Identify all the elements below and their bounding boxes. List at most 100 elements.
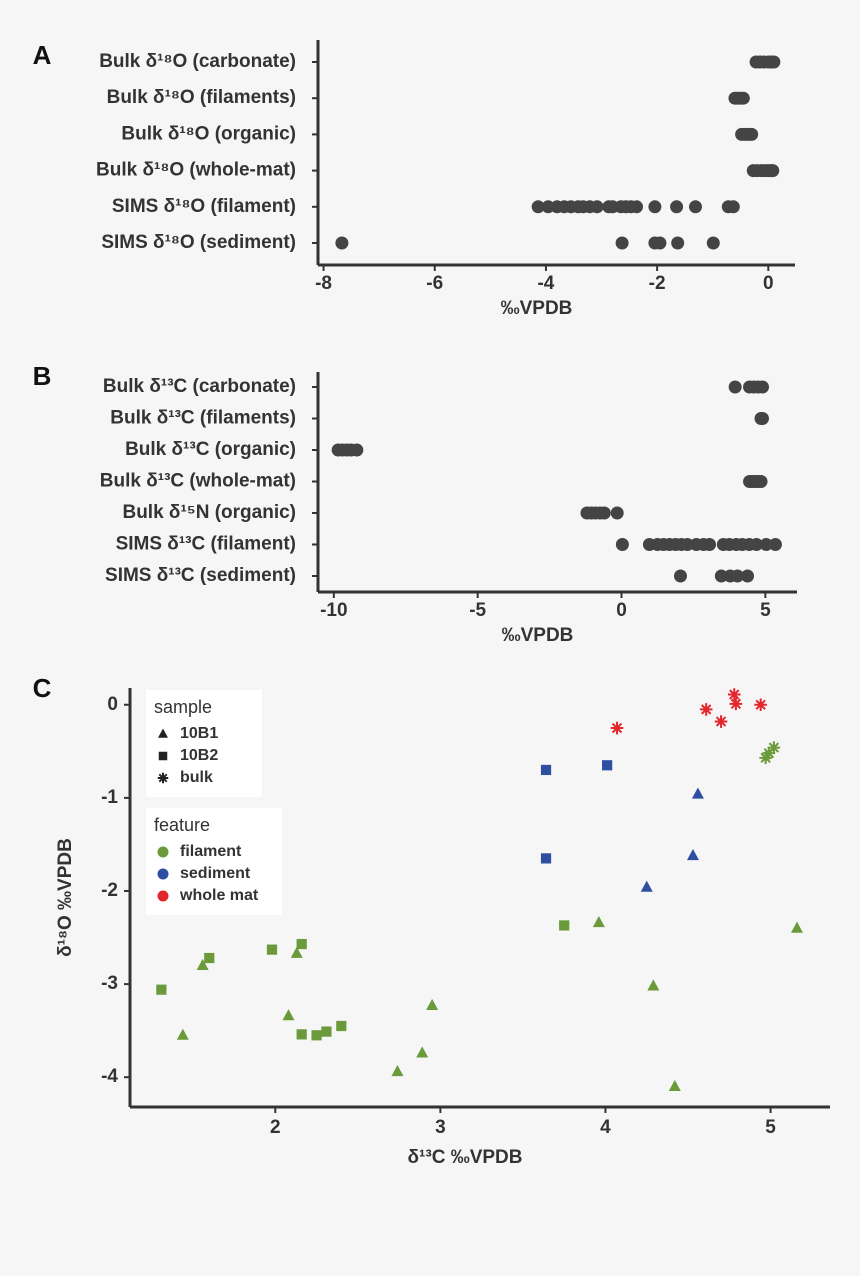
point-square — [158, 751, 168, 761]
point-triangle — [391, 1065, 404, 1077]
point-square — [156, 984, 167, 995]
point-triangle — [196, 958, 209, 970]
legend-title: sample — [154, 697, 212, 717]
category-label: Bulk δ¹³C (carbonate) — [103, 376, 296, 397]
dot — [768, 538, 782, 551]
dot — [671, 236, 685, 250]
dot — [755, 380, 769, 394]
legend-label: filament — [180, 843, 242, 860]
dot — [615, 538, 629, 551]
x-tick-label: -2 — [649, 273, 666, 294]
point-triangle — [158, 728, 168, 738]
point-asterisk — [754, 698, 767, 712]
legend-swatch — [157, 846, 169, 858]
x-tick-label: 0 — [616, 600, 627, 621]
dot — [706, 236, 720, 250]
dot — [670, 200, 684, 214]
x-tick-label: -5 — [469, 600, 486, 621]
point-asterisk — [714, 715, 728, 728]
x-tick-label: -8 — [315, 273, 332, 294]
point-triangle — [176, 1028, 189, 1040]
dot — [653, 236, 667, 250]
category-label: SIMS δ¹⁸O (sediment) — [101, 232, 296, 253]
point-square — [540, 764, 552, 776]
panel-label: A — [33, 40, 52, 70]
point-square — [540, 853, 552, 864]
point-triangle — [290, 946, 303, 958]
y-tick-label: -1 — [101, 787, 118, 808]
x-tick-label: 5 — [760, 600, 771, 621]
dot — [703, 538, 717, 551]
point-asterisk — [157, 772, 169, 784]
y-axis-label: δ¹⁸O ‰VPDB — [55, 838, 76, 957]
category-label: SIMS δ¹⁸O (filament) — [112, 196, 296, 217]
x-tick-label: 4 — [600, 1117, 611, 1138]
legend-label: whole mat — [179, 887, 259, 904]
dot — [531, 200, 545, 214]
dot — [688, 200, 702, 214]
x-axis-label: ‰VPDB — [502, 625, 574, 646]
dot — [759, 538, 773, 551]
dot — [648, 200, 662, 214]
x-tick-label: -10 — [320, 600, 347, 621]
y-tick-label: -2 — [101, 880, 118, 901]
legend-box — [146, 808, 282, 915]
legend-label: bulk — [180, 769, 213, 786]
category-label: Bulk δ¹⁸O (filaments) — [107, 87, 296, 108]
dot — [767, 55, 781, 69]
legend-swatch — [157, 868, 169, 880]
x-axis-label: ‰VPDB — [501, 298, 573, 319]
dot — [541, 200, 555, 214]
point-triangle — [691, 787, 704, 799]
dot — [741, 569, 755, 583]
dot — [749, 538, 763, 551]
panel-label: B — [33, 361, 52, 391]
dot — [610, 506, 624, 520]
x-tick-label: 2 — [270, 1117, 281, 1138]
dot — [673, 569, 687, 583]
dot — [726, 200, 740, 214]
x-tick-label: -4 — [537, 273, 554, 294]
point-square — [311, 1030, 322, 1041]
dot — [350, 443, 364, 457]
x-axis-label: δ¹³C ‰VPDB — [408, 1147, 523, 1168]
dot — [630, 200, 644, 214]
category-label: SIMS δ¹³C (filament) — [116, 534, 296, 555]
dot — [714, 569, 728, 583]
y-tick-label: 0 — [107, 694, 118, 715]
point-asterisk — [727, 688, 741, 701]
y-tick-label: -3 — [101, 973, 118, 994]
point-triangle — [416, 1046, 429, 1058]
point-square — [321, 1026, 332, 1037]
point-triangle — [426, 998, 439, 1011]
point-square — [602, 760, 613, 771]
category-label: Bulk δ¹⁸O (whole-mat) — [96, 160, 296, 181]
dot — [728, 380, 742, 394]
x-tick-label: 5 — [765, 1117, 776, 1138]
point-triangle — [282, 1009, 295, 1021]
y-tick-label: -4 — [101, 1066, 118, 1087]
point-triangle — [790, 921, 803, 933]
point-square — [296, 938, 307, 950]
legend-label: 10B2 — [180, 747, 218, 764]
dot — [745, 127, 759, 141]
category-label: Bulk δ¹⁵N (organic) — [122, 502, 296, 523]
dot — [680, 538, 694, 551]
point-square — [336, 1020, 347, 1032]
legend-swatch — [157, 890, 169, 902]
point-asterisk — [762, 746, 776, 760]
legend-label: 10B1 — [180, 725, 218, 742]
dot — [335, 236, 349, 250]
legend-title: feature — [154, 815, 210, 835]
category-label: Bulk δ¹³C (filaments) — [110, 408, 296, 429]
x-tick-label: 0 — [763, 273, 774, 294]
point-square — [266, 944, 278, 955]
category-label: Bulk δ¹³C (whole-mat) — [100, 471, 296, 492]
dot — [615, 236, 629, 250]
dot — [590, 200, 604, 214]
category-label: SIMS δ¹³C (sediment) — [105, 565, 296, 586]
point-triangle — [686, 849, 699, 861]
legend-label: sediment — [180, 865, 251, 882]
category-label: Bulk δ¹⁸O (carbonate) — [99, 51, 296, 72]
